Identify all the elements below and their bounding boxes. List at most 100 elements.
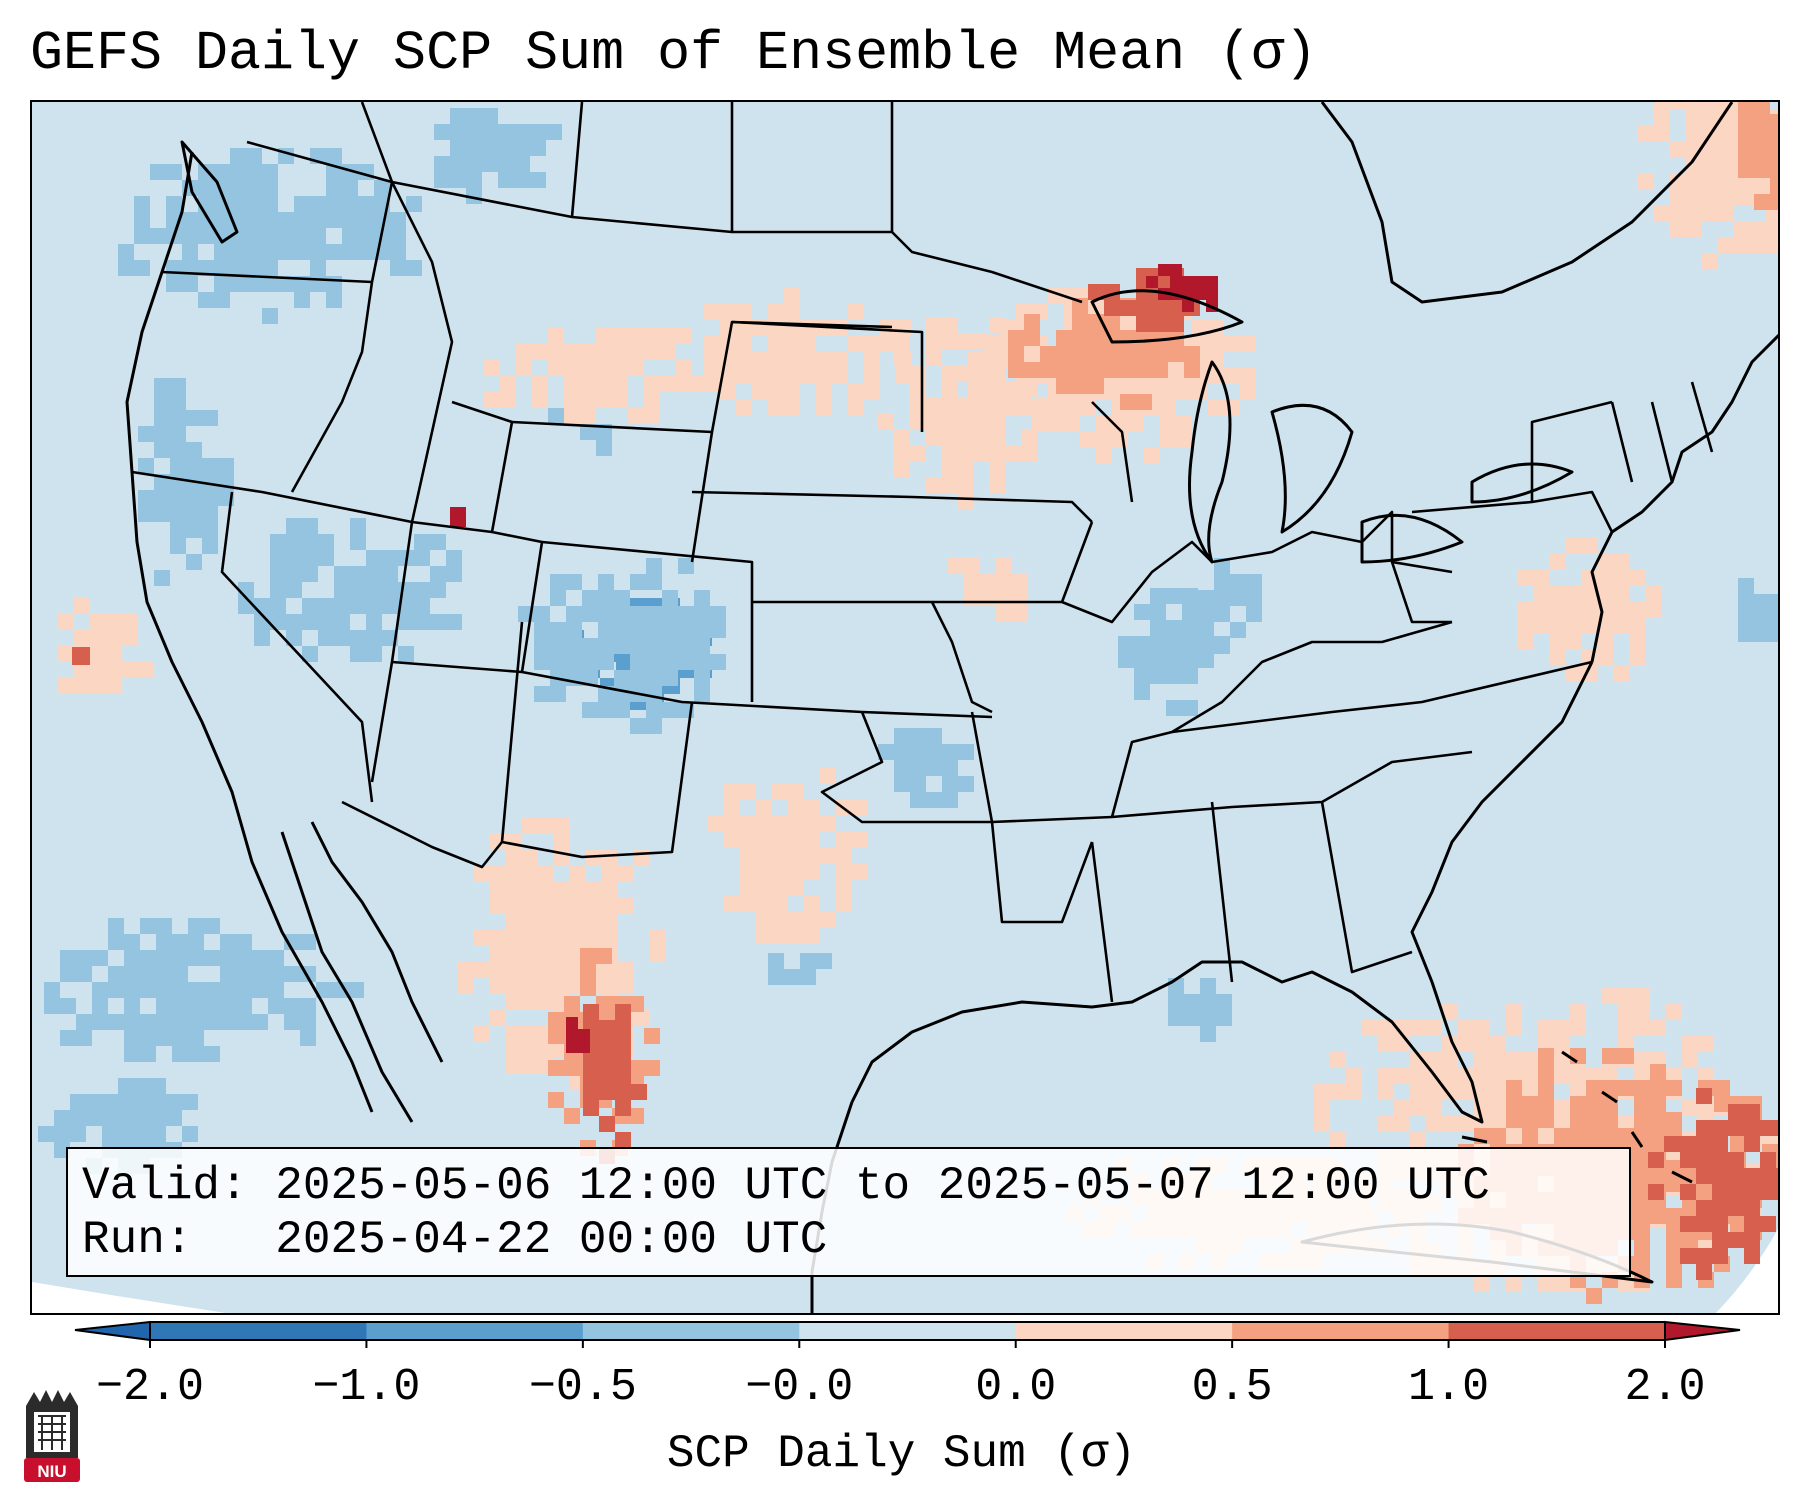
field-cell	[1654, 126, 1670, 142]
field-cell	[482, 156, 498, 172]
field-cell	[58, 646, 74, 662]
field-cell	[772, 880, 788, 896]
field-cell	[318, 614, 334, 630]
field-cell	[580, 964, 596, 980]
field-cell	[678, 654, 694, 670]
field-cell	[102, 1094, 118, 1110]
field-cell	[566, 1017, 578, 1029]
field-cell	[498, 172, 514, 188]
field-cell	[74, 598, 90, 614]
field-cell	[220, 982, 236, 998]
field-cell	[366, 582, 382, 598]
field-cell	[230, 148, 246, 164]
field-cell	[1680, 1152, 1696, 1168]
field-cell	[612, 328, 628, 344]
field-cell	[772, 784, 788, 800]
field-cell	[500, 392, 516, 408]
field-cell	[1056, 362, 1072, 378]
field-cell	[1666, 1240, 1682, 1256]
field-cell	[676, 376, 692, 392]
field-cell	[1072, 330, 1088, 346]
field-cell	[138, 506, 154, 522]
field-cell	[566, 654, 582, 670]
field-cell	[1550, 586, 1566, 602]
field-cell	[118, 244, 134, 260]
field-cell	[662, 638, 678, 654]
field-cell	[586, 898, 602, 914]
field-cell	[596, 344, 612, 360]
field-cell	[836, 864, 852, 880]
field-cell	[1150, 636, 1166, 652]
field-cell	[1016, 400, 1032, 416]
field-cell	[188, 1014, 204, 1030]
field-cell	[172, 1014, 188, 1030]
field-cell	[910, 744, 926, 760]
field-cell	[1136, 300, 1152, 316]
field-cell	[374, 180, 390, 196]
field-cell	[598, 574, 614, 590]
field-cell	[942, 760, 958, 776]
field-cell	[1702, 206, 1718, 222]
field-cell	[784, 368, 800, 384]
field-cell	[334, 582, 350, 598]
field-cell	[894, 430, 910, 446]
field-cell	[262, 164, 278, 180]
field-cell	[154, 378, 170, 394]
colorbar-bin-0	[150, 1322, 367, 1340]
field-cell	[334, 630, 350, 646]
field-cell	[1170, 264, 1182, 276]
field-cell	[366, 614, 382, 630]
field-cell	[554, 978, 570, 994]
field-cell	[836, 896, 852, 912]
field-cell	[596, 948, 612, 964]
field-cell	[784, 969, 800, 985]
field-cell	[942, 744, 958, 760]
field-cell	[474, 930, 490, 946]
field-cell	[156, 1014, 172, 1030]
field-cell	[134, 196, 150, 212]
field-cell	[106, 646, 122, 662]
field-cell	[1314, 1100, 1330, 1116]
field-cell	[484, 392, 500, 408]
field-cell	[580, 408, 596, 424]
field-cell	[1598, 634, 1614, 650]
field-cell	[490, 866, 506, 882]
field-cell	[1630, 570, 1646, 586]
field-cell	[1696, 1168, 1712, 1184]
field-cell	[1080, 400, 1096, 416]
field-cell	[554, 946, 570, 962]
field-cell	[284, 998, 300, 1014]
field-cell	[586, 930, 602, 946]
field-cell	[1654, 102, 1670, 110]
field-cell	[522, 1058, 538, 1074]
field-cell	[800, 368, 816, 384]
field-cell	[1734, 222, 1750, 238]
field-cell	[1008, 330, 1024, 346]
field-cell	[286, 518, 302, 534]
field-cell	[86, 1110, 102, 1126]
field-cell	[564, 1108, 580, 1124]
field-cell	[326, 148, 342, 164]
field-cell	[1198, 638, 1214, 654]
field-cell	[1754, 610, 1770, 626]
field-cell	[1554, 1020, 1570, 1036]
field-cell	[1184, 994, 1200, 1010]
field-cell	[1686, 102, 1702, 110]
field-cell	[1240, 384, 1256, 400]
field-cell	[390, 244, 406, 260]
field-cell	[1378, 1020, 1394, 1036]
field-cell	[1032, 416, 1048, 432]
colorbar-tick-label: 1.0	[1408, 1362, 1490, 1413]
field-cell	[736, 352, 752, 368]
field-cell	[1744, 1216, 1760, 1232]
field-cell	[964, 558, 980, 574]
field-cell	[1778, 1176, 1780, 1192]
field-cell	[848, 400, 864, 416]
field-cell	[1134, 636, 1150, 652]
field-cell	[1194, 288, 1206, 300]
field-cell	[522, 850, 538, 866]
field-cell	[1602, 988, 1618, 1004]
field-cell	[286, 582, 302, 598]
field-cell	[522, 978, 538, 994]
field-cell	[1184, 346, 1200, 362]
